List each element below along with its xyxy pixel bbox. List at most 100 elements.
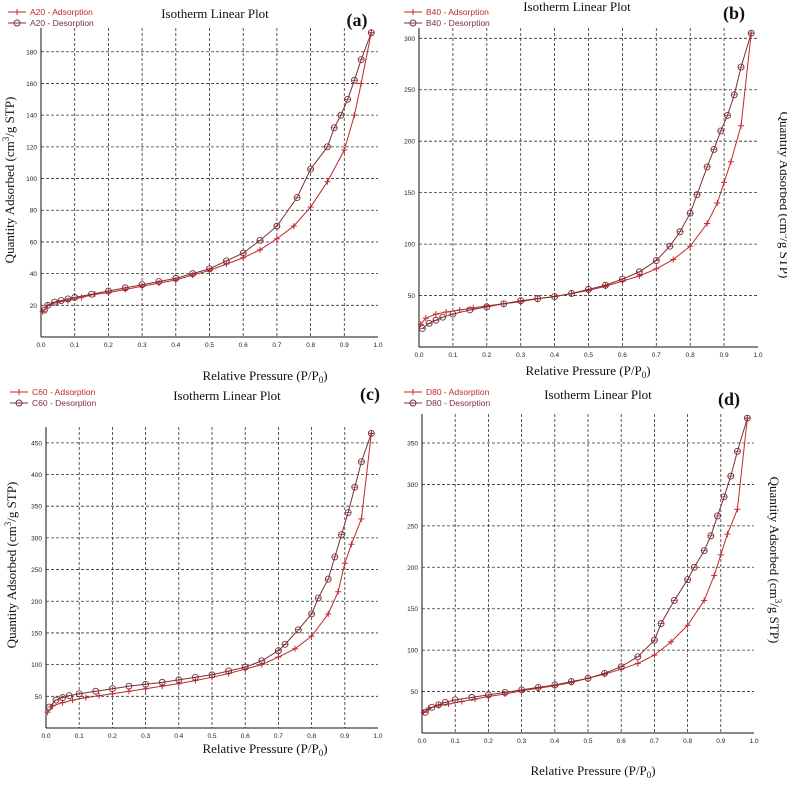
adsorption-point: [175, 680, 182, 687]
desorption-point: [517, 297, 525, 305]
desorption-point: [331, 553, 339, 561]
adsorption-point: [458, 698, 465, 705]
desorption-point: [428, 703, 436, 711]
adsorption-point: [687, 243, 694, 250]
series-line: [420, 33, 752, 325]
series-line: [425, 417, 748, 713]
desorption-point: [720, 493, 728, 501]
y-tick-label: 150: [31, 630, 42, 637]
x-tick-label: 0.0: [417, 738, 426, 745]
x-tick-label: 0.5: [207, 733, 216, 740]
desorption-point: [567, 678, 575, 686]
desorption-point: [670, 596, 678, 604]
desorption-point: [172, 274, 180, 282]
x-tick-label: 0.3: [138, 342, 147, 349]
adsorption-point: [335, 588, 342, 595]
y-tick-label: 50: [35, 694, 43, 701]
desorption-point: [534, 683, 542, 691]
desorption-point: [45, 703, 53, 711]
adsorption-point: [82, 694, 89, 701]
adsorption-point: [422, 315, 429, 322]
y-tick-label: 400: [31, 472, 42, 479]
y-tick-label: 100: [26, 176, 37, 183]
desorption-point: [350, 76, 358, 84]
legend-entry: D80 - Adsorption: [426, 387, 490, 397]
desorption-point: [52, 696, 60, 704]
adsorption-point: [721, 179, 728, 186]
desorption-point: [104, 287, 112, 295]
x-tick-label: 1.0: [373, 342, 382, 349]
x-tick-label: 0.4: [550, 738, 559, 745]
x-tick-label: 0.1: [451, 738, 460, 745]
desorption-point: [222, 257, 230, 265]
desorption-point: [225, 667, 233, 675]
desorption-point: [337, 111, 345, 119]
desorption-point: [121, 284, 129, 292]
desorption-point: [601, 669, 609, 677]
desorption-point: [703, 163, 711, 171]
desorption-point: [584, 674, 592, 682]
y-tick-label: 250: [407, 523, 418, 530]
x-tick-label: 0.3: [517, 738, 526, 745]
desorption-point: [256, 236, 264, 244]
desorption-point: [714, 512, 721, 520]
y-axis-label: Quantity Adsorbed (cm3/g STP): [1, 97, 17, 264]
x-tick-label: 0.1: [70, 342, 79, 349]
x-tick-label: 0.7: [272, 342, 281, 349]
x-tick-label: 0.8: [306, 342, 315, 349]
x-tick-label: 0.6: [617, 738, 626, 745]
adsorption-point: [358, 515, 365, 522]
gridlines: [419, 28, 758, 347]
legend-entry: D80 - Desorption: [426, 398, 491, 408]
adsorption-point: [341, 560, 348, 567]
x-tick-label: 0.9: [340, 733, 349, 740]
x-tick-label: 0.8: [683, 738, 692, 745]
desorption-point: [273, 222, 281, 230]
desorption-point: [138, 281, 146, 289]
desorption-point: [208, 671, 216, 679]
desorption-point: [710, 145, 718, 153]
desorption-point: [307, 165, 315, 173]
y-axis-label: Quantity Adsorbed (cm3/g STP): [777, 112, 787, 279]
desorption-point: [585, 285, 592, 293]
adsorption-point: [325, 610, 332, 617]
y-tick-label: 350: [31, 504, 42, 511]
y-tick-label: 300: [404, 36, 415, 43]
y-tick-label: 100: [404, 242, 415, 249]
circle-icon: [409, 399, 417, 407]
desorption-point: [324, 143, 331, 151]
x-tick-label: 0.3: [516, 352, 525, 359]
desorption-point: [635, 268, 643, 276]
adsorption-point: [636, 272, 643, 279]
circle-icon: [15, 399, 23, 407]
y-tick-label: 100: [407, 648, 418, 655]
desorption-point: [652, 257, 660, 265]
desorption-point: [294, 626, 302, 634]
desorption-point: [551, 681, 559, 689]
desorption-point: [155, 278, 163, 285]
legend-entry: A20 - Desorption: [30, 18, 94, 28]
desorption-point: [274, 647, 282, 655]
desorption-point: [724, 112, 731, 119]
adsorption-point: [324, 178, 331, 185]
desorption-point: [158, 678, 166, 686]
y-tick-label: 160: [26, 81, 37, 88]
desorption-point: [730, 91, 738, 99]
desorption-point: [40, 306, 48, 314]
x-tick-label: 1.0: [373, 733, 382, 740]
x-tick-label: 0.9: [716, 738, 725, 745]
adsorption-point: [307, 204, 314, 211]
desorption-point: [189, 270, 197, 278]
x-tick-label: 0.2: [482, 352, 491, 359]
desorption-point: [568, 290, 575, 297]
panel-b: 0.0 0.1 0.2 0.3 0.4 0.5 0.6 0.7 0.8 0.9 1.0 50 100 15…: [404, 0, 787, 380]
x-tick-label: 0.4: [171, 342, 180, 349]
x-tick-label: 0.7: [650, 738, 659, 745]
desorption-point: [733, 447, 741, 455]
x-tick-label: 0.0: [414, 352, 423, 359]
desorption-point: [125, 682, 133, 690]
x-tick-label: 0.7: [274, 733, 283, 740]
adsorption-point: [714, 199, 721, 206]
